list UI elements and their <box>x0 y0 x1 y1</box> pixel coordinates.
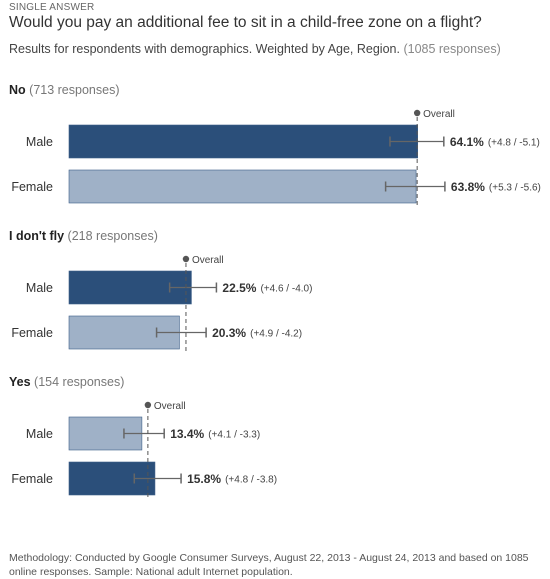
answer-label: No <box>9 83 26 97</box>
confidence-interval-label: (+5.3 / -5.6) <box>489 183 541 194</box>
bar-value-label: 13.4% <box>170 427 204 441</box>
bar <box>68 169 417 204</box>
bar-category-label: Male <box>26 135 53 149</box>
bar-value-label: 15.8% <box>187 472 221 486</box>
overall-label: Overall <box>423 109 455 120</box>
answer-responses: (218 responses) <box>67 229 158 243</box>
bar <box>68 124 419 159</box>
confidence-interval-label: (+4.8 / -5.1) <box>488 138 540 149</box>
bar-value-label: 22.5% <box>222 281 256 295</box>
overall-marker-dot <box>413 109 421 117</box>
methodology-note: Methodology: Conducted by Google Consume… <box>9 552 529 578</box>
overall-label: Overall <box>154 401 186 412</box>
bar <box>68 315 180 350</box>
answer-label: I don't fly <box>9 229 65 243</box>
overall-marker-dot <box>144 401 152 409</box>
overall-label: Overall <box>192 255 224 266</box>
bar-value-label: 64.1% <box>450 135 484 149</box>
confidence-interval-label: (+4.8 / -3.8) <box>225 475 277 486</box>
answer-heading-no: No (713 responses) <box>9 83 119 97</box>
overall-marker-dot <box>182 255 190 263</box>
confidence-interval-label: (+4.1 / -3.3) <box>208 430 260 441</box>
bar-value-label: 63.8% <box>451 180 485 194</box>
confidence-interval-label: (+4.9 / -4.2) <box>250 329 302 340</box>
bar-category-label: Female <box>11 326 53 340</box>
total-responses: (1085 responses) <box>403 42 501 56</box>
results-chart: Overall Male 64.1% (+4.8 / -5.1) Female 63.8%… <box>11 109 541 500</box>
subtitle-text: Results for respondents with demographic… <box>9 42 400 56</box>
bar-category-label: Male <box>26 427 53 441</box>
answer-label: Yes <box>9 375 31 389</box>
answer-heading-yes: Yes (154 responses) <box>9 375 124 389</box>
question-title: Would you pay an additional fee to sit i… <box>9 14 482 31</box>
results-subtitle: Results for respondents with demographic… <box>9 42 501 56</box>
answer-responses: (713 responses) <box>29 83 120 97</box>
question-type-label: SINGLE ANSWER <box>9 2 95 13</box>
bar-category-label: Female <box>11 472 53 486</box>
answer-heading-dont-fly: I don't fly (218 responses) <box>9 229 158 243</box>
bar-category-label: Male <box>26 281 53 295</box>
bar-category-label: Female <box>11 180 53 194</box>
confidence-interval-label: (+4.6 / -4.0) <box>260 284 312 295</box>
bar-value-label: 20.3% <box>212 326 246 340</box>
answer-responses: (154 responses) <box>34 375 125 389</box>
